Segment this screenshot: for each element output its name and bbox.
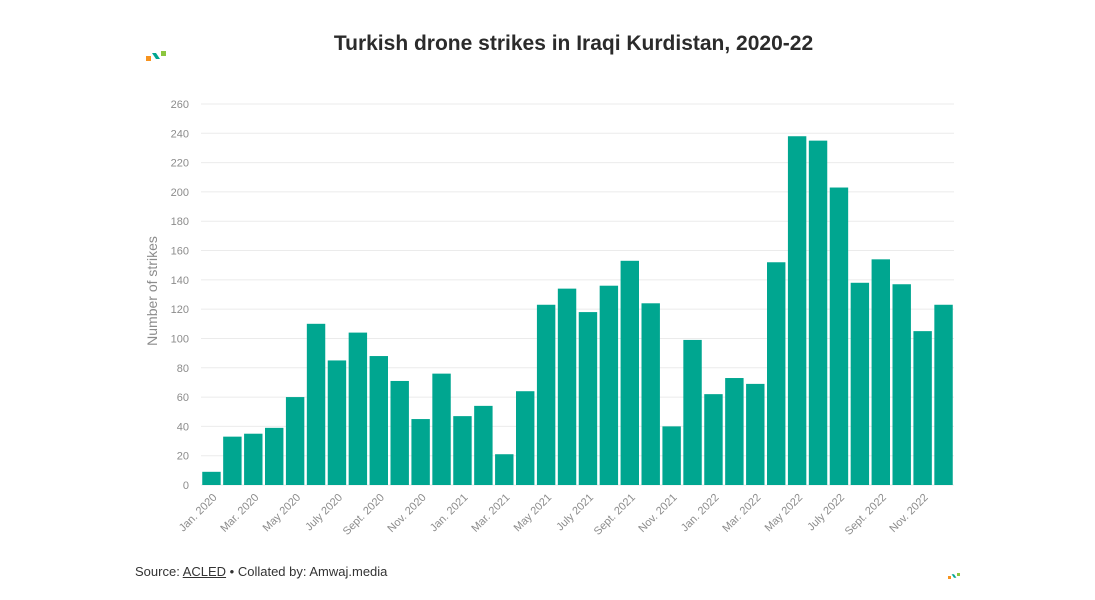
bar[interactable]: Jan. 2022: 62: [704, 394, 723, 485]
y-tick-label: 200: [171, 187, 189, 199]
x-tick-label: July 2020: [303, 492, 345, 534]
x-tick-label: May 2020: [261, 492, 304, 535]
gridlines: [201, 103, 954, 486]
x-tick-label: Nov. 2020: [385, 492, 428, 535]
y-tick-label: 240: [171, 128, 189, 140]
y-tick-label: 60: [177, 392, 189, 404]
y-tick-label: 220: [171, 158, 189, 170]
x-tick-label: May 2021: [512, 492, 555, 535]
bar[interactable]: Nov. 2022: 105: [913, 331, 932, 485]
y-tick-label: 140: [171, 275, 189, 287]
x-tick-label: July 2021: [554, 492, 596, 534]
bar[interactable]: June 2022: 235: [808, 140, 828, 485]
y-tick-label: 120: [171, 304, 189, 316]
bar[interactable]: Nov. 2021: 40: [662, 426, 681, 485]
y-tick-label: 0: [183, 480, 189, 492]
bar[interactable]: Dec. 2020: 76: [432, 373, 451, 485]
bar[interactable]: Sept. 2022: 154: [871, 259, 890, 485]
bar[interactable]: May 2022: 238: [787, 136, 807, 485]
x-tick-label: July 2022: [805, 492, 847, 534]
bar[interactable]: Feb. 2021: 54: [474, 405, 493, 485]
x-tick-label: Sept. 2022: [843, 492, 889, 538]
bar[interactable]: Feb. 2022: 73: [725, 378, 744, 485]
bar[interactable]: Feb. 2020: 33: [223, 436, 242, 485]
bar[interactable]: Mar. 2020: 35: [244, 433, 263, 485]
source-prefix: Source:: [135, 564, 183, 579]
x-tick-label: Mar. 2020: [218, 492, 261, 535]
y-tick-label: 160: [171, 246, 189, 258]
source-note: Source: ACLED • Collated by: Amwaj.media: [135, 564, 387, 579]
bar[interactable]: Aug. 2020: 104: [348, 332, 368, 485]
bar[interactable]: Aug. 2022: 138: [850, 282, 870, 485]
bar[interactable]: Mar. 2022: 69: [746, 383, 765, 485]
x-tick-label: Jan. 2021: [428, 492, 471, 535]
x-tick-label: Jan. 2022: [679, 492, 722, 535]
bar[interactable]: May 2020: 60: [285, 397, 305, 485]
x-tick-label: Sept. 2020: [341, 492, 387, 538]
bar[interactable]: Oct. 2021: 124: [641, 303, 660, 485]
bar[interactable]: July 2022: 203: [829, 187, 849, 485]
bar[interactable]: July 2020: 85: [327, 360, 347, 485]
chart-title: Turkish drone strikes in Iraqi Kurdistan…: [333, 32, 814, 55]
bar[interactable]: Apr. 2021: 64: [516, 391, 535, 485]
y-axis-label: Number of strikes: [144, 236, 160, 346]
y-tick-label: 40: [177, 421, 189, 433]
bar[interactable]: Dec. 2022: 123: [934, 304, 953, 485]
acled-link[interactable]: ACLED: [182, 564, 227, 579]
bar[interactable]: Dec. 2021: 99: [683, 339, 702, 485]
amwaj-logo-small: [948, 567, 960, 579]
bar[interactable]: Nov. 2020: 45: [411, 419, 430, 485]
bar[interactable]: Oct. 2022: 137: [892, 284, 911, 485]
y-tick-label: 80: [177, 363, 189, 375]
bar[interactable]: Sept. 2021: 153: [620, 260, 639, 485]
x-tick-label: May 2022: [763, 492, 806, 535]
y-tick-label: 20: [177, 451, 189, 463]
bar[interactable]: Aug. 2021: 136: [599, 285, 619, 485]
bar[interactable]: May 2021: 123: [536, 304, 556, 485]
bar[interactable]: Sept. 2020: 88: [369, 356, 388, 485]
y-tick-label: 260: [171, 99, 189, 111]
bar[interactable]: Mar. 2021: 21: [495, 454, 514, 485]
bar[interactable]: Apr. 2020: 39: [265, 427, 284, 485]
bar[interactable]: Oct. 2020: 71: [390, 380, 409, 485]
y-tick-label: 100: [171, 333, 189, 345]
bar[interactable]: Jan. 2020: 9: [202, 471, 221, 485]
source-suffix: • Collated by: Amwaj.media: [226, 564, 388, 579]
bar[interactable]: July 2021: 118: [578, 312, 598, 485]
x-tick-label: Nov. 2021: [636, 492, 679, 535]
x-tick-label: Mar. 2021: [469, 492, 512, 535]
bar[interactable]: June 2020: 110: [306, 323, 326, 485]
bars: Jan. 2020: 9Feb. 2020: 33Mar. 2020: 35Ap…: [202, 136, 953, 485]
x-tick-label: Nov. 2022: [887, 492, 930, 535]
x-tick-label: Jan. 2020: [177, 492, 220, 535]
bar[interactable]: Jan. 2021: 47: [453, 416, 472, 485]
y-axis-ticks: 0 20 40 60 80 100 120 140 160 180 200 220 240 260: [171, 99, 189, 492]
x-tick-label: Sept. 2021: [592, 492, 638, 538]
bar[interactable]: Apr. 2022: 152: [767, 262, 786, 485]
bar[interactable]: June 2021: 134: [557, 288, 577, 485]
x-tick-label: Mar. 2022: [720, 492, 763, 535]
amwaj-logo: [146, 49, 166, 61]
y-tick-label: 180: [171, 216, 189, 228]
